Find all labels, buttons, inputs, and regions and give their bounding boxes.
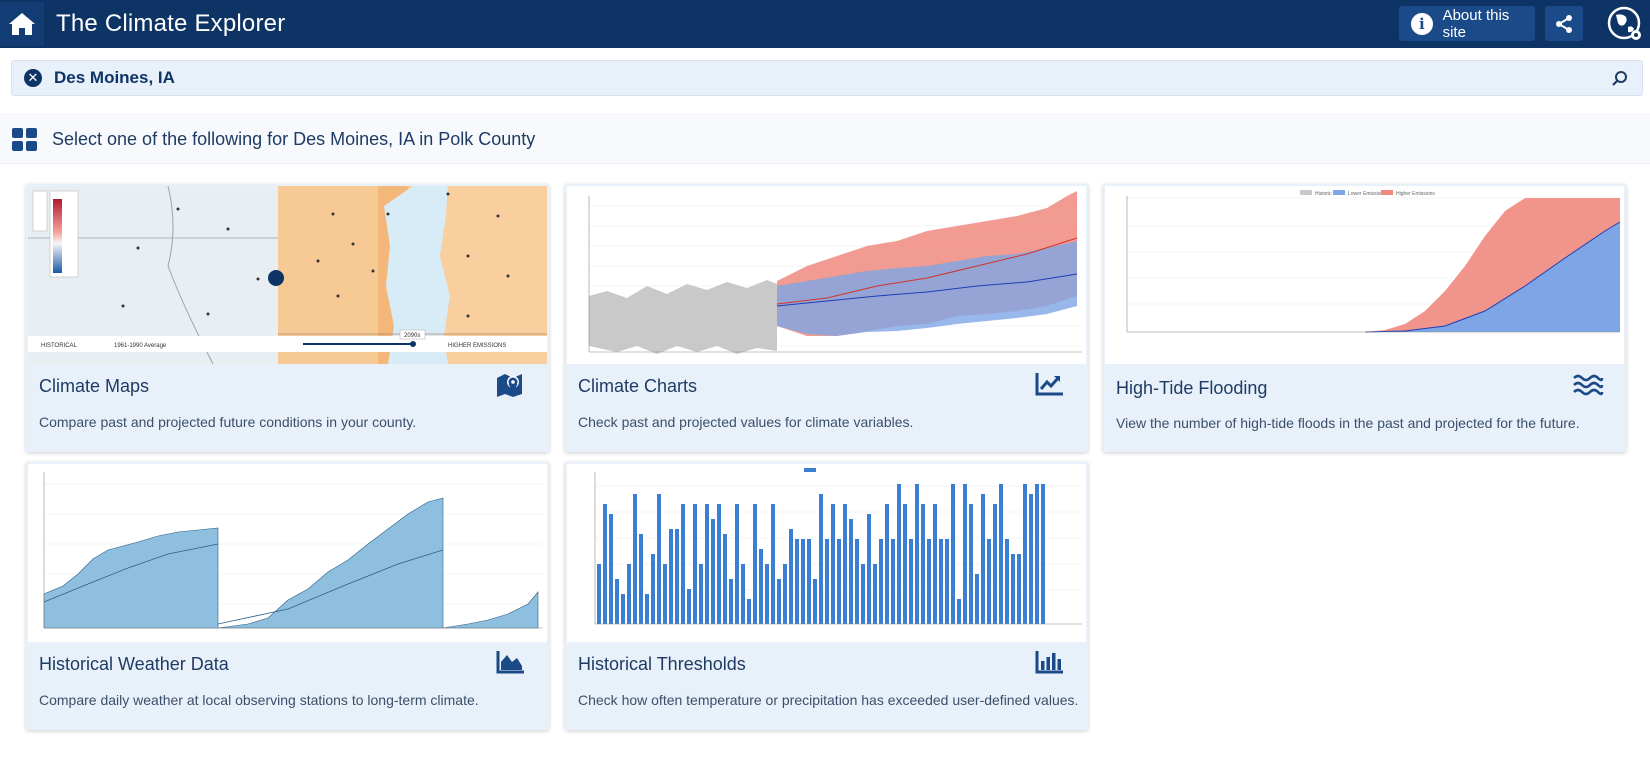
location-text[interactable]: Des Moines, IA [54, 68, 175, 87]
svg-text:Lower Emissions: Lower Emissions [1348, 191, 1386, 197]
card-title: Historical Thresholds [578, 654, 746, 674]
section-instruction: Select one of the following for Des Moin… [52, 128, 536, 149]
card-description: Check how often temperature or precipita… [578, 692, 1079, 708]
share-icon [1556, 14, 1572, 33]
bar-chart-icon [1035, 651, 1063, 674]
map-marker-icon [497, 374, 522, 397]
climate-charts-thumbnail [567, 186, 1086, 364]
search-icon[interactable] [1610, 69, 1630, 89]
svg-text:HISTORICAL: HISTORICAL [41, 343, 78, 349]
card-historical-weather-data[interactable]: Historical Weather Data Compare daily we… [26, 462, 549, 730]
card-description: Compare daily weather at local observing… [39, 692, 479, 708]
close-circle-icon[interactable]: ✕ [24, 69, 42, 87]
card-historical-thresholds[interactable]: Historical Thresholds Check how often te… [565, 462, 1088, 730]
card-title: High-Tide Flooding [1116, 378, 1268, 398]
home-button[interactable] [0, 2, 44, 46]
share-button[interactable] [1545, 6, 1583, 41]
home-icon [9, 13, 35, 35]
info-icon: i [1411, 12, 1433, 35]
card-climate-charts[interactable]: Climate Charts Check past and projected … [565, 184, 1088, 452]
svg-text:Historic: Historic [1315, 191, 1332, 197]
area-chart-icon [496, 651, 524, 674]
section-header: Select one of the following for Des Moin… [0, 114, 1650, 164]
high-tide-flooding-thumbnail: Historic Lower Emissions Higher Emission… [1105, 186, 1624, 364]
card-title: Historical Weather Data [39, 654, 229, 674]
globe-settings-icon [1607, 6, 1641, 40]
svg-text:HIGHER EMISSIONS: HIGHER EMISSIONS [448, 343, 506, 349]
card-description: Compare past and projected future condit… [39, 414, 417, 430]
card-title: Climate Charts [578, 376, 698, 396]
svg-text:Higher Emissions: Higher Emissions [1396, 191, 1435, 197]
about-button[interactable]: i About this site [1399, 6, 1535, 41]
card-high-tide-flooding[interactable]: Historic Lower Emissions Higher Emission… [1103, 184, 1626, 452]
about-label: About this site [1442, 6, 1510, 41]
line-chart-icon [1035, 373, 1063, 396]
card-title: Climate Maps [39, 376, 150, 396]
card-climate-maps[interactable]: HISTORICAL 1961-1990 Average HIGHER EMIS… [26, 184, 549, 452]
historical-thresholds-thumbnail [567, 464, 1086, 642]
app-title[interactable]: The Climate Explorer [56, 10, 286, 37]
historical-weather-thumbnail [28, 464, 547, 642]
svg-text:1961-1990 Average: 1961-1990 Average [114, 343, 167, 349]
top-navbar: The Climate Explorer i About this site [0, 0, 1650, 48]
water-waves-icon [1573, 374, 1604, 396]
card-description: Check past and projected values for clim… [578, 414, 914, 430]
climate-maps-thumbnail: HISTORICAL 1961-1990 Average HIGHER EMIS… [28, 186, 547, 364]
location-search-bar[interactable]: ✕ Des Moines, IA [11, 60, 1643, 96]
globe-settings-button[interactable] [1605, 4, 1645, 44]
grid-icon [12, 128, 37, 151]
svg-text:2090s: 2090s [404, 333, 420, 339]
card-description: View the number of high-tide floods in t… [1116, 415, 1580, 431]
